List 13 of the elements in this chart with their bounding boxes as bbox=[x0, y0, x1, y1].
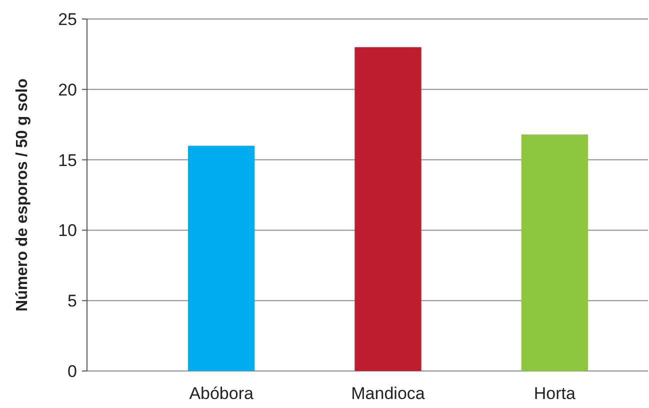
y-tick-label: 15 bbox=[58, 150, 77, 170]
x-tick-label: Abóbora bbox=[189, 384, 254, 403]
x-tick-label: Mandioca bbox=[351, 384, 426, 403]
y-tick-label: 10 bbox=[58, 221, 77, 240]
y-tick-label: 25 bbox=[58, 10, 77, 29]
bar bbox=[521, 134, 588, 371]
bar bbox=[188, 146, 255, 371]
x-tick-label: Horta bbox=[534, 384, 576, 403]
y-tick-label: 5 bbox=[68, 292, 77, 311]
y-tick-label: 20 bbox=[58, 80, 77, 100]
y-tick-label: 0 bbox=[68, 362, 77, 381]
y-axis-title: Número de esporos / 50 g solo bbox=[14, 78, 31, 312]
bar bbox=[354, 47, 422, 371]
